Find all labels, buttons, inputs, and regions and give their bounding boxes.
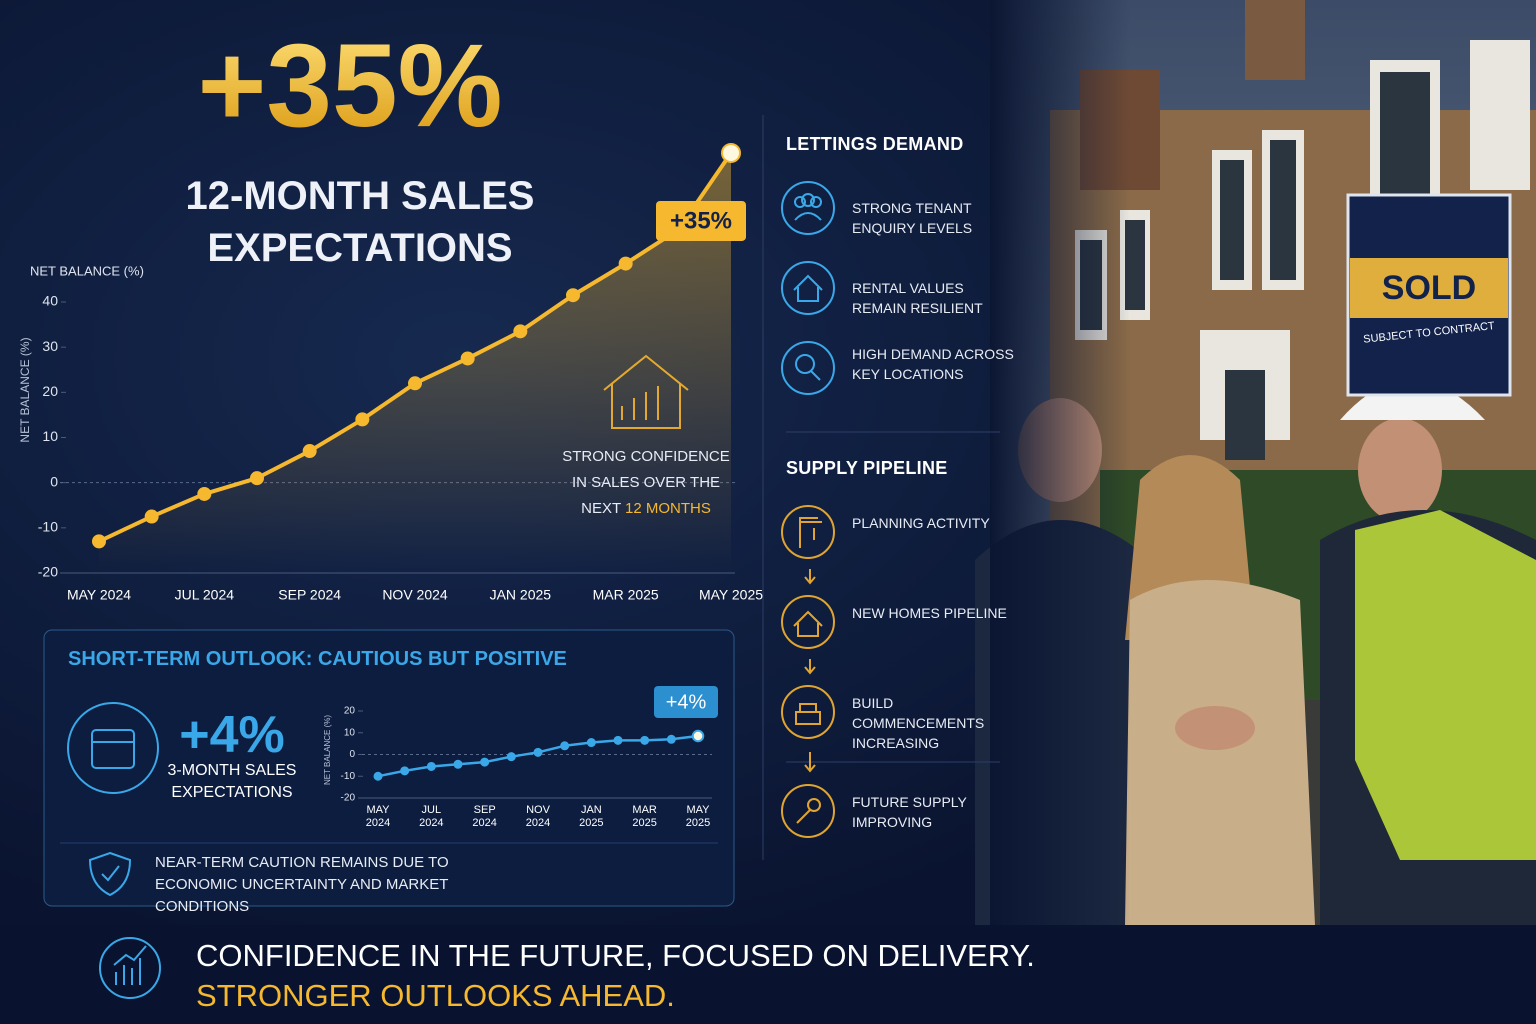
y-tick-label: 0 (349, 749, 355, 760)
lettings-item: RENTAL VALUES REMAIN RESILIENT (852, 280, 983, 316)
outlook-value: +4% (179, 706, 285, 764)
footer-line1: CONFIDENCE IN THE FUTURE, FOCUSED ON DEL… (196, 938, 1035, 973)
point (453, 759, 463, 769)
outlook-box (43, 629, 735, 907)
person-right (1320, 380, 1536, 925)
y-tick-label: 0 (50, 473, 58, 489)
callout: +35% (670, 207, 732, 234)
x-tick-label: MAR 2025 (632, 804, 657, 829)
x-tick-label: MAY 2024 (67, 587, 131, 603)
point (373, 771, 383, 781)
point (691, 729, 705, 743)
x-tick-label: SEP 2024 (278, 587, 341, 603)
x-tick-label: NOV 2024 (525, 804, 551, 829)
point (721, 142, 741, 163)
y-tick-label: 10 (42, 428, 58, 444)
supply-item: PLANNING ACTIVITY (852, 515, 990, 531)
y-tick-label: 20 (344, 706, 356, 717)
point (560, 741, 570, 751)
footer-line2: STRONGER OUTLOOKS AHEAD. (196, 978, 675, 1013)
x-tick-label: MAY 2025 (699, 587, 763, 603)
y-tick-label: -10 (38, 519, 58, 535)
footer-band (0, 925, 1536, 1024)
x-tick-label: MAR 2025 (593, 587, 659, 603)
point (92, 534, 106, 549)
headline-value: +35% (197, 20, 502, 152)
point (144, 509, 159, 524)
supply-heading: SUPPLY PIPELINE (786, 458, 948, 478)
point (460, 351, 475, 366)
point (408, 376, 422, 391)
point (400, 766, 410, 776)
callout: +4% (666, 691, 707, 713)
lettings-heading: LETTINGS DEMAND (786, 134, 964, 154)
y-tick-label: 30 (42, 338, 58, 354)
y-tick-label: -10 (341, 771, 356, 782)
supply-item: FUTURE SUPPLY IMPROVING (852, 794, 967, 830)
point (197, 486, 212, 501)
point (618, 256, 633, 271)
sign-sub: SUBJECT TO CONTRACT (1363, 320, 1496, 346)
point (586, 738, 596, 748)
x-tick-label: JAN 2025 (490, 587, 552, 603)
point (513, 324, 528, 339)
annotation-text: STRONG CONFIDENCE IN SALES OVER THE NEXT (562, 448, 730, 517)
y-tick-label: 20 (42, 383, 58, 399)
photo (975, 0, 1536, 925)
area (99, 152, 731, 573)
point (506, 752, 516, 762)
point (613, 735, 623, 745)
y-label-rotated: NET BALANCE (%) (323, 715, 332, 785)
x-tick-label: NOV 2024 (382, 587, 448, 603)
outlook-title: SHORT-TERM OUTLOOK: CAUTIOUS BUT POSITIV… (68, 648, 567, 670)
x-tick-label: MAY 2025 (685, 804, 711, 829)
y-label-rotated: NET BALANCE (%) (18, 337, 32, 442)
x-tick-label: JUL 2024 (419, 804, 444, 829)
point (533, 747, 543, 757)
headline-title: 12-MONTH SALES EXPECTATIONS (185, 174, 535, 270)
y-tick-label: -20 (341, 793, 356, 804)
supply-item: NEW HOMES PIPELINE (852, 605, 1007, 621)
y-tick-label: 40 (42, 293, 58, 309)
callout-box (654, 686, 718, 719)
point (250, 471, 264, 486)
supply-item: BUILD COMMENCEMENTS INCREASING (852, 695, 985, 751)
lettings-item: STRONG TENANT ENQUIRY LEVELS (852, 200, 973, 236)
annotation-highlight: 12 MONTHS (625, 500, 711, 517)
point (666, 734, 676, 744)
outlook-note: NEAR-TERM CAUTION REMAINS DUE TO ECONOMI… (155, 854, 449, 915)
lettings-item: HIGH DEMAND ACROSS KEY LOCATIONS (852, 346, 1014, 382)
y-tick-label: -20 (38, 564, 58, 580)
point (302, 444, 317, 459)
outlook-label: 3-MONTH SALES EXPECTATIONS (167, 762, 297, 801)
y-tick-label: 10 (344, 727, 356, 738)
point (355, 412, 370, 427)
sign-text: SOLD (1382, 269, 1476, 307)
point (566, 288, 580, 303)
x-tick-label: JUL 2024 (175, 587, 235, 603)
callout-box (656, 200, 746, 241)
y-label: NET BALANCE (%) (30, 263, 144, 278)
x-tick-label: SEP 2024 (472, 804, 497, 829)
point (426, 761, 436, 771)
x-tick-label: MAY 2024 (365, 804, 391, 829)
annotation: STRONG CONFIDENCE IN SALES OVER THE NEXT… (556, 444, 736, 522)
point (480, 757, 490, 767)
point (640, 735, 650, 745)
person-middle (1125, 455, 1315, 925)
x-tick-label: JAN 2025 (579, 804, 604, 829)
